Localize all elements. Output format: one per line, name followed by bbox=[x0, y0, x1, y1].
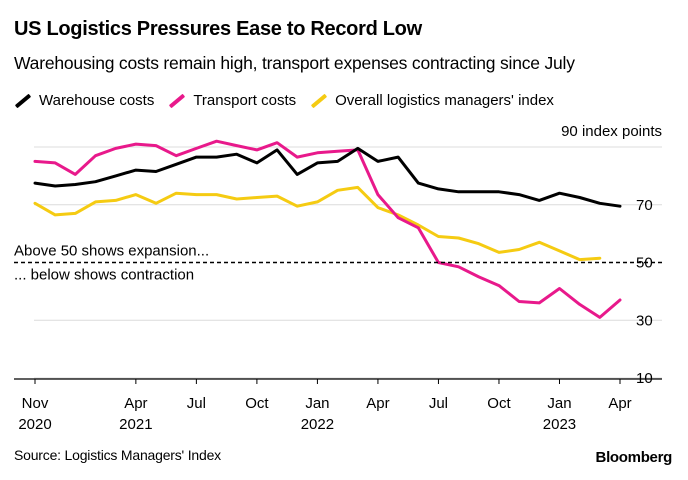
x-tick-label-26: Jan bbox=[547, 395, 571, 412]
x-tick-year-26: 2023 bbox=[543, 416, 576, 433]
x-tick-label-23: Oct bbox=[487, 395, 511, 412]
y-tick-label-70: 70 bbox=[636, 197, 653, 214]
legend-item-transport: Transport costs bbox=[168, 92, 296, 109]
legend: Warehouse costs Transport costs Overall … bbox=[14, 92, 568, 109]
x-tick-label-8: Jul bbox=[187, 395, 206, 412]
annotation-above: Above 50 shows expansion... bbox=[14, 243, 209, 260]
x-tick-label-11: Oct bbox=[245, 395, 269, 412]
x-tick-label-0: Nov bbox=[22, 395, 49, 412]
transport-costs-line bbox=[33, 139, 622, 319]
x-tick-label-14: Jan bbox=[305, 395, 329, 412]
legend-item-warehouse: Warehouse costs bbox=[14, 92, 154, 109]
x-tick-label-17: Apr bbox=[366, 395, 389, 412]
y-tick-label-30: 30 bbox=[636, 312, 653, 329]
bloomberg-logo: Bloomberg bbox=[595, 449, 673, 466]
x-tick-label-20: Jul bbox=[429, 395, 448, 412]
legend-label-warehouse: Warehouse costs bbox=[39, 92, 155, 109]
x-tick-year-14: 2022 bbox=[301, 416, 334, 433]
overall-index-line bbox=[33, 185, 602, 262]
legend-label-overall: Overall logistics managers' index bbox=[335, 92, 554, 109]
chart-title: US Logistics Pressures Ease to Record Lo… bbox=[14, 18, 422, 40]
x-tick-year-5: 2021 bbox=[119, 416, 152, 433]
x-tick-label-29: Apr bbox=[608, 395, 631, 412]
annotation-below: ... below shows contraction bbox=[14, 267, 194, 284]
chart-subtitle: Warehousing costs remain high, transport… bbox=[14, 53, 575, 73]
legend-label-transport: Transport costs bbox=[193, 92, 297, 109]
warehouse-costs-line bbox=[33, 146, 622, 208]
y-axis-label: 90 index points bbox=[561, 123, 662, 140]
x-tick-year-0: 2020 bbox=[18, 416, 51, 433]
source-note: Source: Logistics Managers' Index bbox=[14, 447, 221, 463]
legend-item-overall: Overall logistics managers' index bbox=[310, 92, 554, 109]
x-tick-label-5: Apr bbox=[124, 395, 147, 412]
